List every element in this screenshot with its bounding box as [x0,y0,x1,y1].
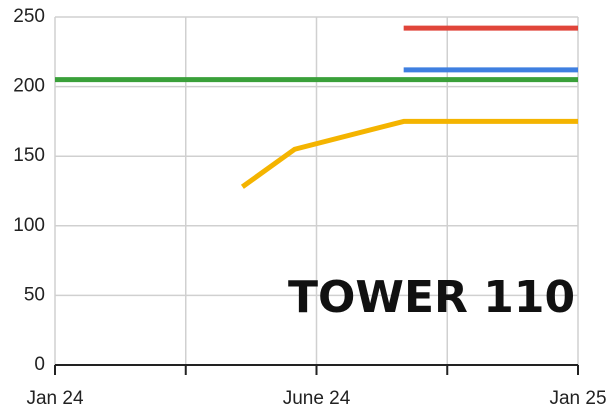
x-tick-label: Jan 24 [26,388,83,409]
x-tick-label: June 24 [283,388,351,409]
y-tick-label: 150 [13,145,45,166]
y-tick-label: 50 [24,284,45,305]
y-tick-label: 200 [13,76,45,97]
y-tick-label: 250 [13,6,45,27]
y-tick-label: 100 [13,215,45,236]
annotation: TOWER 110 [288,272,575,323]
x-tick-label: Jan 25 [549,388,606,409]
y-tick-label: 0 [34,354,45,375]
series-line [240,118,578,189]
